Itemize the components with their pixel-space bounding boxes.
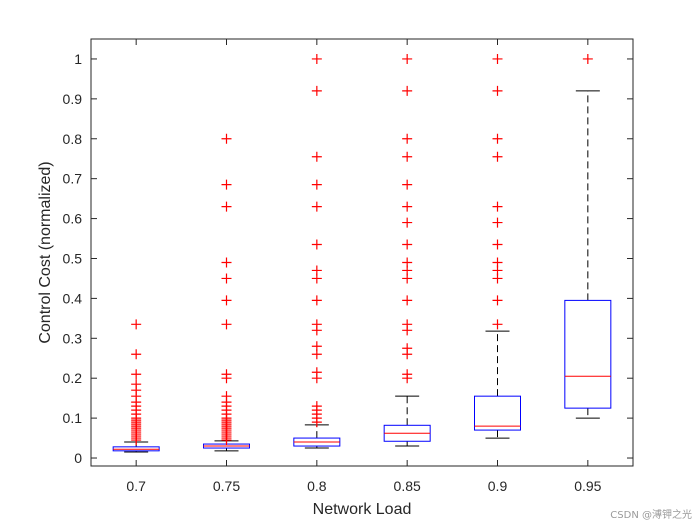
outlier-marker	[402, 179, 413, 190]
outlier-marker	[311, 367, 322, 378]
watermark: CSDN @溥钾之光	[610, 510, 692, 521]
x-tick-label: 0.85	[394, 478, 421, 494]
box-0.7	[112, 319, 160, 453]
y-tick-label: 0.8	[63, 131, 83, 147]
y-tick-label: 1	[74, 51, 82, 67]
outlier-marker	[402, 53, 413, 64]
y-tick-label: 0.5	[63, 250, 83, 266]
y-tick-label: 0.3	[63, 330, 83, 346]
y-tick-label: 0.1	[63, 410, 83, 426]
outlier-marker	[492, 133, 503, 144]
y-axis-label: Control Cost (normalized)	[37, 161, 54, 343]
outlier-marker	[221, 257, 232, 268]
outlier-marker	[402, 201, 413, 212]
outlier-marker	[402, 217, 413, 228]
outlier-marker	[402, 319, 413, 330]
outlier-marker	[492, 53, 503, 64]
outlier-marker	[311, 319, 322, 330]
outlier-marker	[492, 239, 503, 250]
outlier-marker	[131, 349, 142, 360]
outlier-marker	[311, 201, 322, 212]
outlier-marker	[492, 85, 503, 96]
outlier-marker	[402, 343, 413, 354]
outlier-marker	[221, 179, 232, 190]
outlier-marker	[492, 151, 503, 162]
outlier-marker	[221, 273, 232, 284]
axes-frame	[90, 38, 634, 467]
outlier-marker	[221, 295, 232, 306]
outlier-marker	[492, 319, 503, 330]
outlier-marker	[402, 151, 413, 162]
outlier-marker	[311, 53, 322, 64]
y-tick-label: 0.9	[63, 91, 83, 107]
y-tick-label: 0	[74, 450, 82, 466]
x-tick-label: 0.7	[126, 478, 146, 494]
x-axis-label: Network Load	[313, 501, 412, 518]
outlier-marker	[311, 179, 322, 190]
outlier-marker	[402, 369, 413, 380]
outlier-marker	[402, 295, 413, 306]
outlier-marker	[492, 295, 503, 306]
box-0.75	[203, 133, 250, 452]
outlier-marker	[221, 133, 232, 144]
outlier-marker	[131, 319, 142, 330]
outlier-marker	[221, 391, 232, 402]
box-0.9	[474, 53, 521, 439]
outlier-marker	[221, 201, 232, 212]
box	[564, 299, 612, 409]
outlier-marker	[221, 319, 232, 330]
y-tick-label: 0.2	[63, 370, 83, 386]
outlier-marker	[311, 239, 322, 250]
y-tick-label: 0.4	[63, 290, 83, 306]
x-tick-label: 0.9	[488, 478, 508, 494]
outlier-marker	[492, 217, 503, 228]
y-tick-label: 0.6	[63, 211, 83, 227]
outlier-marker	[311, 295, 322, 306]
outlier-marker	[311, 401, 322, 412]
outlier-marker	[311, 341, 322, 352]
outlier-marker	[402, 239, 413, 250]
outlier-marker	[402, 257, 413, 268]
outlier-marker	[492, 201, 503, 212]
box	[474, 395, 521, 431]
outlier-marker	[492, 257, 503, 268]
axes: 0 0.1 0.2 0.3 0.4 0.5 0.6 0.7 0.8 0.9 1 0.7 0.75 0.8 0…	[63, 38, 634, 494]
box-0.8	[293, 53, 341, 449]
outlier-marker	[311, 265, 322, 276]
box-0.95	[564, 53, 612, 419]
box-0.85	[383, 53, 431, 447]
outlier-marker	[402, 85, 413, 96]
outlier-marker	[131, 379, 142, 390]
outlier-marker	[131, 369, 142, 380]
x-tick-label: 0.75	[213, 478, 240, 494]
plot-area	[112, 53, 612, 453]
outlier-marker	[402, 133, 413, 144]
outlier-marker	[311, 85, 322, 96]
y-tick-label: 0.7	[63, 171, 83, 187]
x-tick-label: 0.8	[307, 478, 327, 494]
outlier-marker	[221, 369, 232, 380]
outlier-marker	[311, 151, 322, 162]
x-tick-label: 0.95	[574, 478, 601, 494]
outlier-marker	[582, 53, 593, 64]
